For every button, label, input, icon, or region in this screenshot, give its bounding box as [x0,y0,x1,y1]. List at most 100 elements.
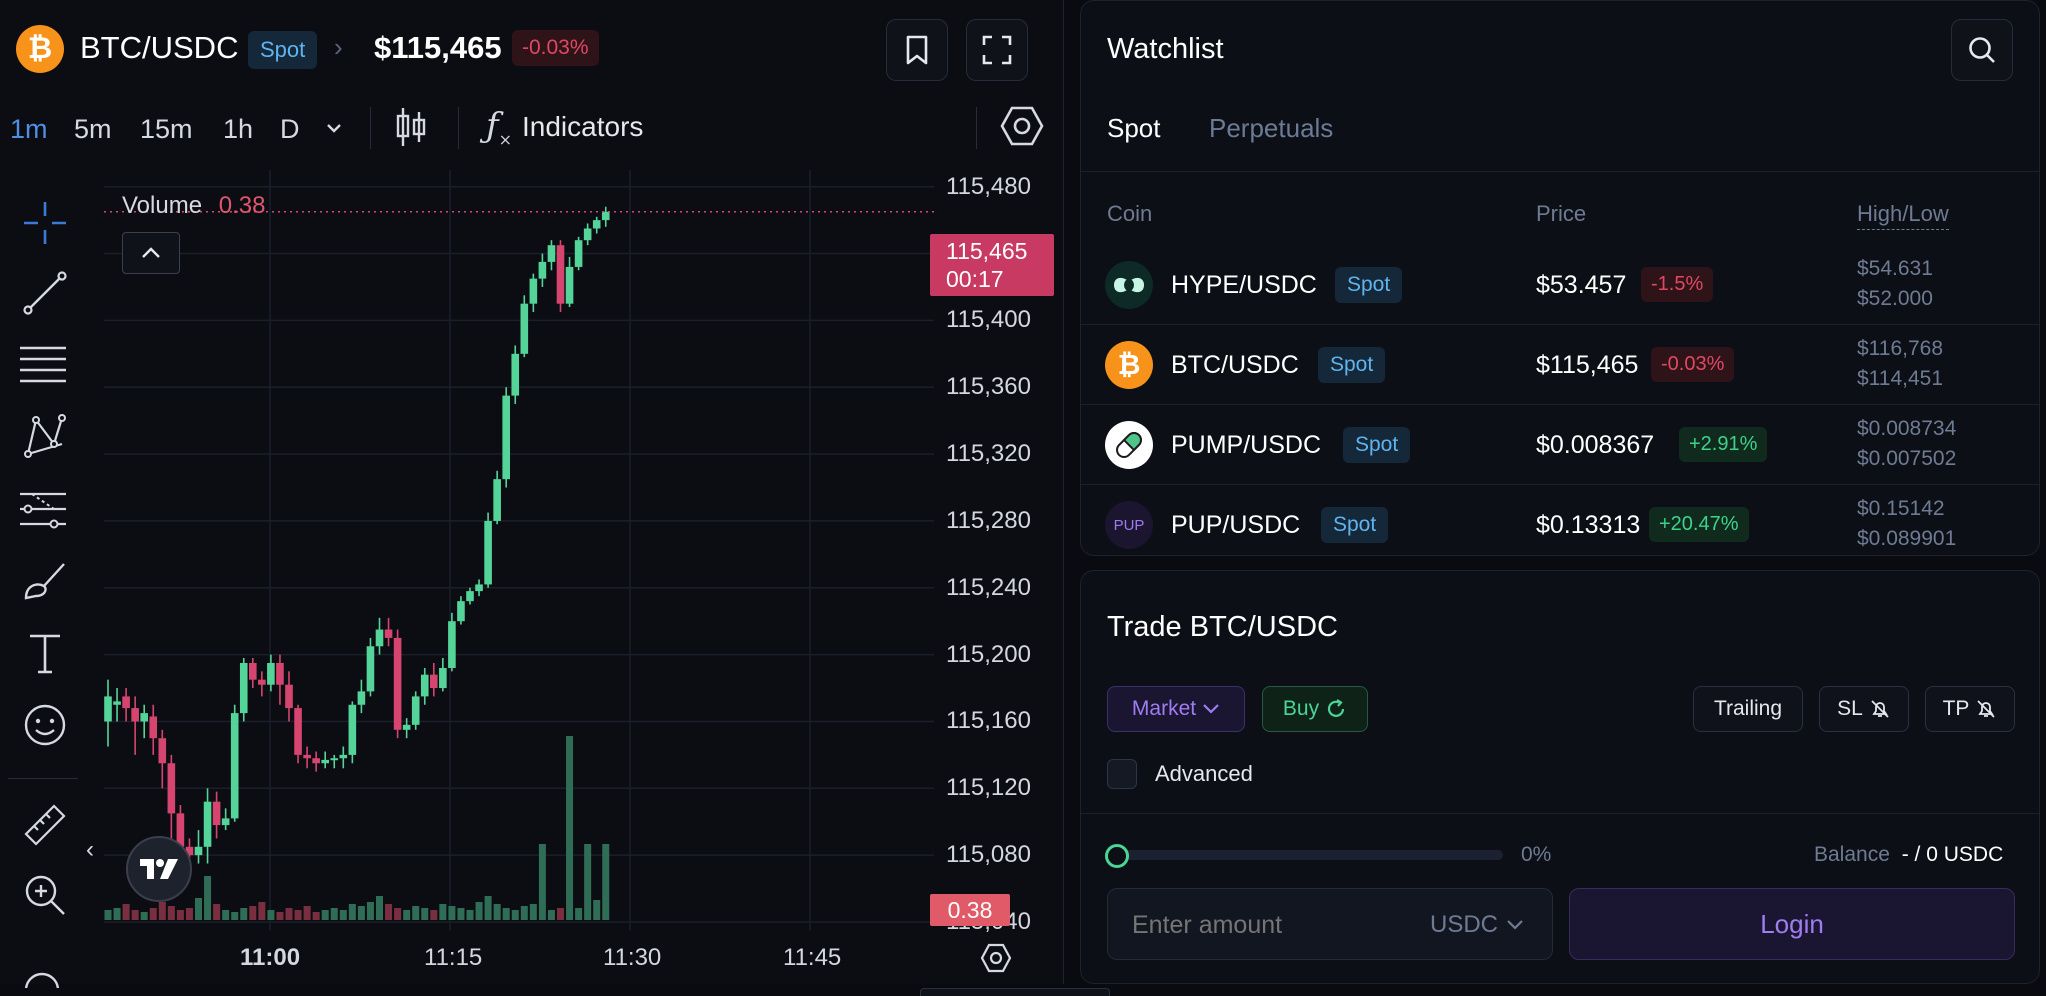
coin-low: $52.000 [1857,287,1933,310]
candle-body [511,353,520,396]
more-tools-icon[interactable] [22,968,62,988]
tab-perpetuals[interactable]: Perpetuals [1209,113,1334,143]
ruler-tool[interactable] [20,800,70,850]
candle-body [194,846,203,856]
coin-price: $0.13313 [1536,511,1641,539]
scroll-left-icon[interactable]: ‹ [86,836,94,863]
volume-bar [547,910,555,920]
zoom-tool[interactable] [20,870,70,920]
candle [375,617,384,655]
volume-bar [258,902,266,920]
volume-bar [240,908,248,920]
bell-off-icon [1871,700,1889,718]
chart-panel: ₿ BTC/USDC Spot › $115,465 -0.03% 1m 5m … [8,0,1064,988]
timeframe-1h[interactable]: 1h [223,114,254,144]
trailing-button[interactable]: Trailing [1693,686,1803,732]
smiley-icon [24,704,66,746]
candles-type-icon[interactable] [394,106,428,153]
bottom-drawer-handle[interactable] [920,988,1110,996]
trendline-tool[interactable] [20,268,70,318]
watchlist-title: Watchlist [1107,33,1224,65]
tradingview-logo[interactable] [126,836,192,902]
emoji-tool[interactable] [20,700,70,750]
order-type-dropdown[interactable]: Market [1107,686,1245,732]
candle [294,704,302,764]
bookmark-button[interactable] [886,19,948,81]
volume-bar [529,904,537,920]
candle-body [212,801,221,826]
amount-input-box[interactable]: USDC [1107,888,1553,960]
candle [221,808,230,831]
coin-high: $0.15142 [1857,497,1945,520]
pup-icon: PUP [1105,501,1153,549]
volume-bar [448,906,456,920]
candle-body [601,211,610,221]
advanced-checkbox[interactable] [1107,759,1137,789]
price-axis[interactable]: 115,480 115,400 115,360 115,320 115,280 115,2… [946,0,1046,960]
login-button[interactable]: Login [1569,888,2015,960]
watchlist-search-button[interactable] [1951,19,2013,81]
watchlist-row[interactable]: HYPE/USDC Spot $53.457 -1.5% $54.631 $52… [1081,245,2039,325]
collapse-legend-button[interactable] [122,232,180,274]
prediction-tool[interactable] [18,484,68,534]
pattern-tool[interactable] [20,412,70,462]
coin-price: $53.457 [1536,271,1627,299]
tp-label: TP [1942,697,1970,720]
timeframe-15m[interactable]: 15m [140,114,193,144]
timeframe-d[interactable]: D [280,114,300,144]
candle [448,612,456,672]
price-axis-label: 115,160 [946,707,1031,735]
column-header-high-low[interactable]: High/Low [1857,201,1949,230]
tab-spot[interactable]: Spot [1107,113,1161,143]
column-header-coin[interactable]: Coin [1107,201,1153,226]
fullscreen-button[interactable] [966,19,1028,81]
candle [230,704,239,822]
coin-high: $0.008734 [1857,417,1957,440]
candle [565,256,574,308]
volume-value: 0.38 [218,192,266,219]
chart-settings-button[interactable] [980,942,1012,979]
candle-body [312,758,320,764]
side-toggle-button[interactable]: Buy [1262,686,1368,732]
chevron-up-icon [142,247,160,258]
indicators-button[interactable]: ƒ× Indicators [486,106,643,149]
brush-tool[interactable] [20,556,70,606]
settings-button[interactable] [1000,104,1044,153]
volume-bar [566,736,574,920]
sl-label: SL [1837,697,1863,720]
trendline-icon [23,271,67,315]
last-price-tag-value: 115,465 [946,238,1028,264]
timeframe-5m[interactable]: 5m [74,114,112,144]
candle [149,704,158,755]
volume-tag: 0.38 [930,894,1010,926]
candle [321,751,329,769]
watchlist-row[interactable]: PUP PUP/USDC Spot $0.13313 +20.47% $0.15… [1081,485,2039,555]
candle [538,253,547,287]
candlestick-chart[interactable] [104,170,934,930]
crosshair-tool[interactable] [20,198,70,248]
timeframe-1m[interactable]: 1m [10,114,48,144]
stop-loss-button[interactable]: SL [1819,686,1909,732]
horizontal-lines-tool[interactable] [18,340,68,390]
chevron-down-icon[interactable] [322,116,346,140]
coin-pair: PUMP/USDC [1171,431,1322,459]
column-header-price[interactable]: Price [1536,201,1587,226]
text-tool[interactable] [20,628,70,678]
chevron-right-icon[interactable]: › [334,32,343,62]
watchlist-row[interactable]: PUMP/USDC Spot $0.008367 +2.91% $0.00873… [1081,405,2039,485]
volume-bar [430,910,438,920]
watchlist-row[interactable]: ₿ BTC/USDC Spot $115,465 -0.03% $116,768… [1081,325,2039,405]
amount-slider-handle[interactable] [1105,844,1129,868]
currency-dropdown[interactable]: USDC [1430,911,1524,939]
coin-change: -0.03% [1651,347,1735,382]
candle-body [457,601,465,622]
bitcoin-icon: ₿ [1105,341,1153,389]
candle-body [357,691,366,705]
candle [131,696,139,755]
amount-slider-track[interactable] [1107,850,1503,860]
volume-bar [575,908,583,920]
candle [547,240,556,271]
candle [348,701,357,764]
amount-input[interactable] [1132,907,1392,943]
take-profit-button[interactable]: TP [1925,686,2015,732]
